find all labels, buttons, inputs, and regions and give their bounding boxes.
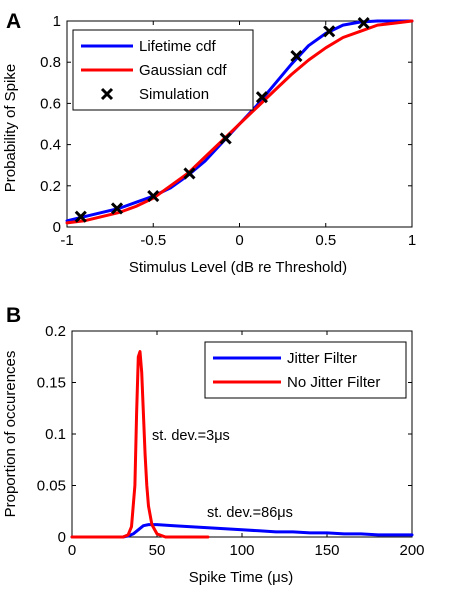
panel-a-legend-simulation-marker [100,87,114,101]
panel-a-series-simulation-point [290,49,303,63]
panel-b-y-tick-label: 0.05 [37,478,66,495]
panel-b-series-no-jitter-filter-line [70,350,210,539]
panel-b-x-tick-label: 0 [68,542,76,559]
panel-b-x-tick-label: 200 [399,542,424,559]
panel-a-y-tick-label: 0.4 [40,137,61,154]
panel-a-series-simulation-point [183,167,196,180]
panel-b-letter: B [6,304,21,327]
panel-a-legend-lifetime-cdf-label: Lifetime cdf [139,38,217,55]
panel-a-y-tick-label: 0.2 [40,178,61,195]
panel-a-series-simulation-point [110,202,124,215]
panel-b-x-axis-label: Spike Time (μs) [189,569,294,586]
panel-a-x-tick-label: 0.5 [315,232,336,249]
panel-b-series-jitter-filter-line [70,523,414,539]
panel-b-y-tick-label: 0.2 [45,323,66,340]
panel-b-y-tick-label: 0.1 [45,426,66,443]
panel-a-legend-simulation-label: Simulation [139,86,209,103]
panel-a-series-gaussian-cdf-line [65,19,414,225]
panel-a-x-tick-label: 0 [235,232,243,249]
panel-a-series-simulation-point [147,190,160,203]
panel-b-plot: 0 50 100 150 200 0 0.05 0.1 0.15 0.2 Jitter Filter… [37,323,425,559]
panel-b: B Proportion of occurences Spike Time (μ… [2,304,425,586]
panel-b-legend-jitter-filter-label: Jitter Filter [287,350,357,367]
panel-b-x-tick-label: 50 [149,542,166,559]
panel-a-y-tick-label: 1 [53,13,61,30]
panel-a-y-tick-label: 0.8 [40,54,61,71]
panel-a-letter: A [6,10,21,33]
panel-b-annotation-1: st. dev.=3μs [152,428,230,444]
panel-b-y-tick-label: 0 [58,529,66,546]
panel-a-plot: -1 -0.5 0 0.5 1 0 0.2 0.4 0.6 0.8 1 Lifetime cdf Gau… [40,13,416,249]
panel-a: A Probability of Spike Stimulus Level (d… [2,10,416,276]
panel-a-x-tick-label: -0.5 [140,232,166,249]
panel-a-series-simulation-point [219,132,232,145]
panel-a-legend-gaussian-cdf-label: Gaussian cdf [139,62,227,79]
panel-b-y-axis-label: Proportion of occurences [2,351,19,518]
panel-a-x-tick-label: 1 [408,232,416,249]
panel-a-y-axis-label: Probability of Spike [2,64,19,192]
panel-a-x-tick-label: -1 [60,232,73,249]
panel-b-annotation-2: st. dev.=86μs [207,505,293,521]
panel-a-x-axis-label: Stimulus Level (dB re Threshold) [129,259,347,276]
panel-b-legend-box [204,341,407,399]
panel-a-y-tick-label: 0.6 [40,95,61,112]
panel-b-legend-no-jitter-filter-label: No Jitter Filter [287,374,380,391]
panel-a-series-simulation-point [255,91,268,104]
panel-b-y-tick-label: 0.15 [37,375,66,392]
panel-a-series-simulation-point [357,16,370,30]
panel-a-series-simulation-point [323,25,336,38]
panel-a-y-tick-label: 0 [53,219,61,236]
panel-a-series-simulation-point [74,210,87,223]
panel-b-x-tick-label: 100 [229,542,254,559]
panel-b-x-tick-label: 150 [314,542,339,559]
